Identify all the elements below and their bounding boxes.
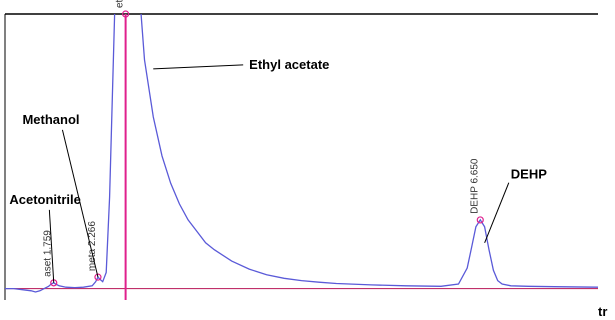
annotation-leader-3 [484, 182, 510, 243]
x-axis-label: tr [598, 304, 607, 319]
peak-annotations: Methanol Acetonitrile Ethyl acetate DEHP [9, 57, 547, 283]
annotation-leader-2 [153, 64, 244, 70]
chart-axes [4, 13, 598, 300]
annotation-label-2: Ethyl acetate [249, 57, 329, 72]
peak-marker-2 [122, 10, 130, 18]
peak-label-3: DEHP 6.650 [469, 158, 480, 214]
peak-label-0: aset 1.759 [43, 230, 54, 277]
peak-marker-3 [476, 216, 484, 224]
annotation-label-1: Acetonitrile [9, 192, 81, 207]
annotation-label-0: Methanol [22, 112, 79, 127]
peak-label-2: etil 2.583 [115, 0, 126, 8]
annotation-leader-0 [61, 129, 99, 278]
annotation-label-3: DEHP [511, 167, 547, 182]
annotation-leader-1 [48, 209, 55, 283]
peak-label-1: meta 2.266 [87, 221, 98, 271]
peak-marker-1 [94, 273, 102, 281]
peak-markers: aset 1.759 meta 2.266 etil 2.583 DEHP 6.650 [43, 0, 484, 300]
